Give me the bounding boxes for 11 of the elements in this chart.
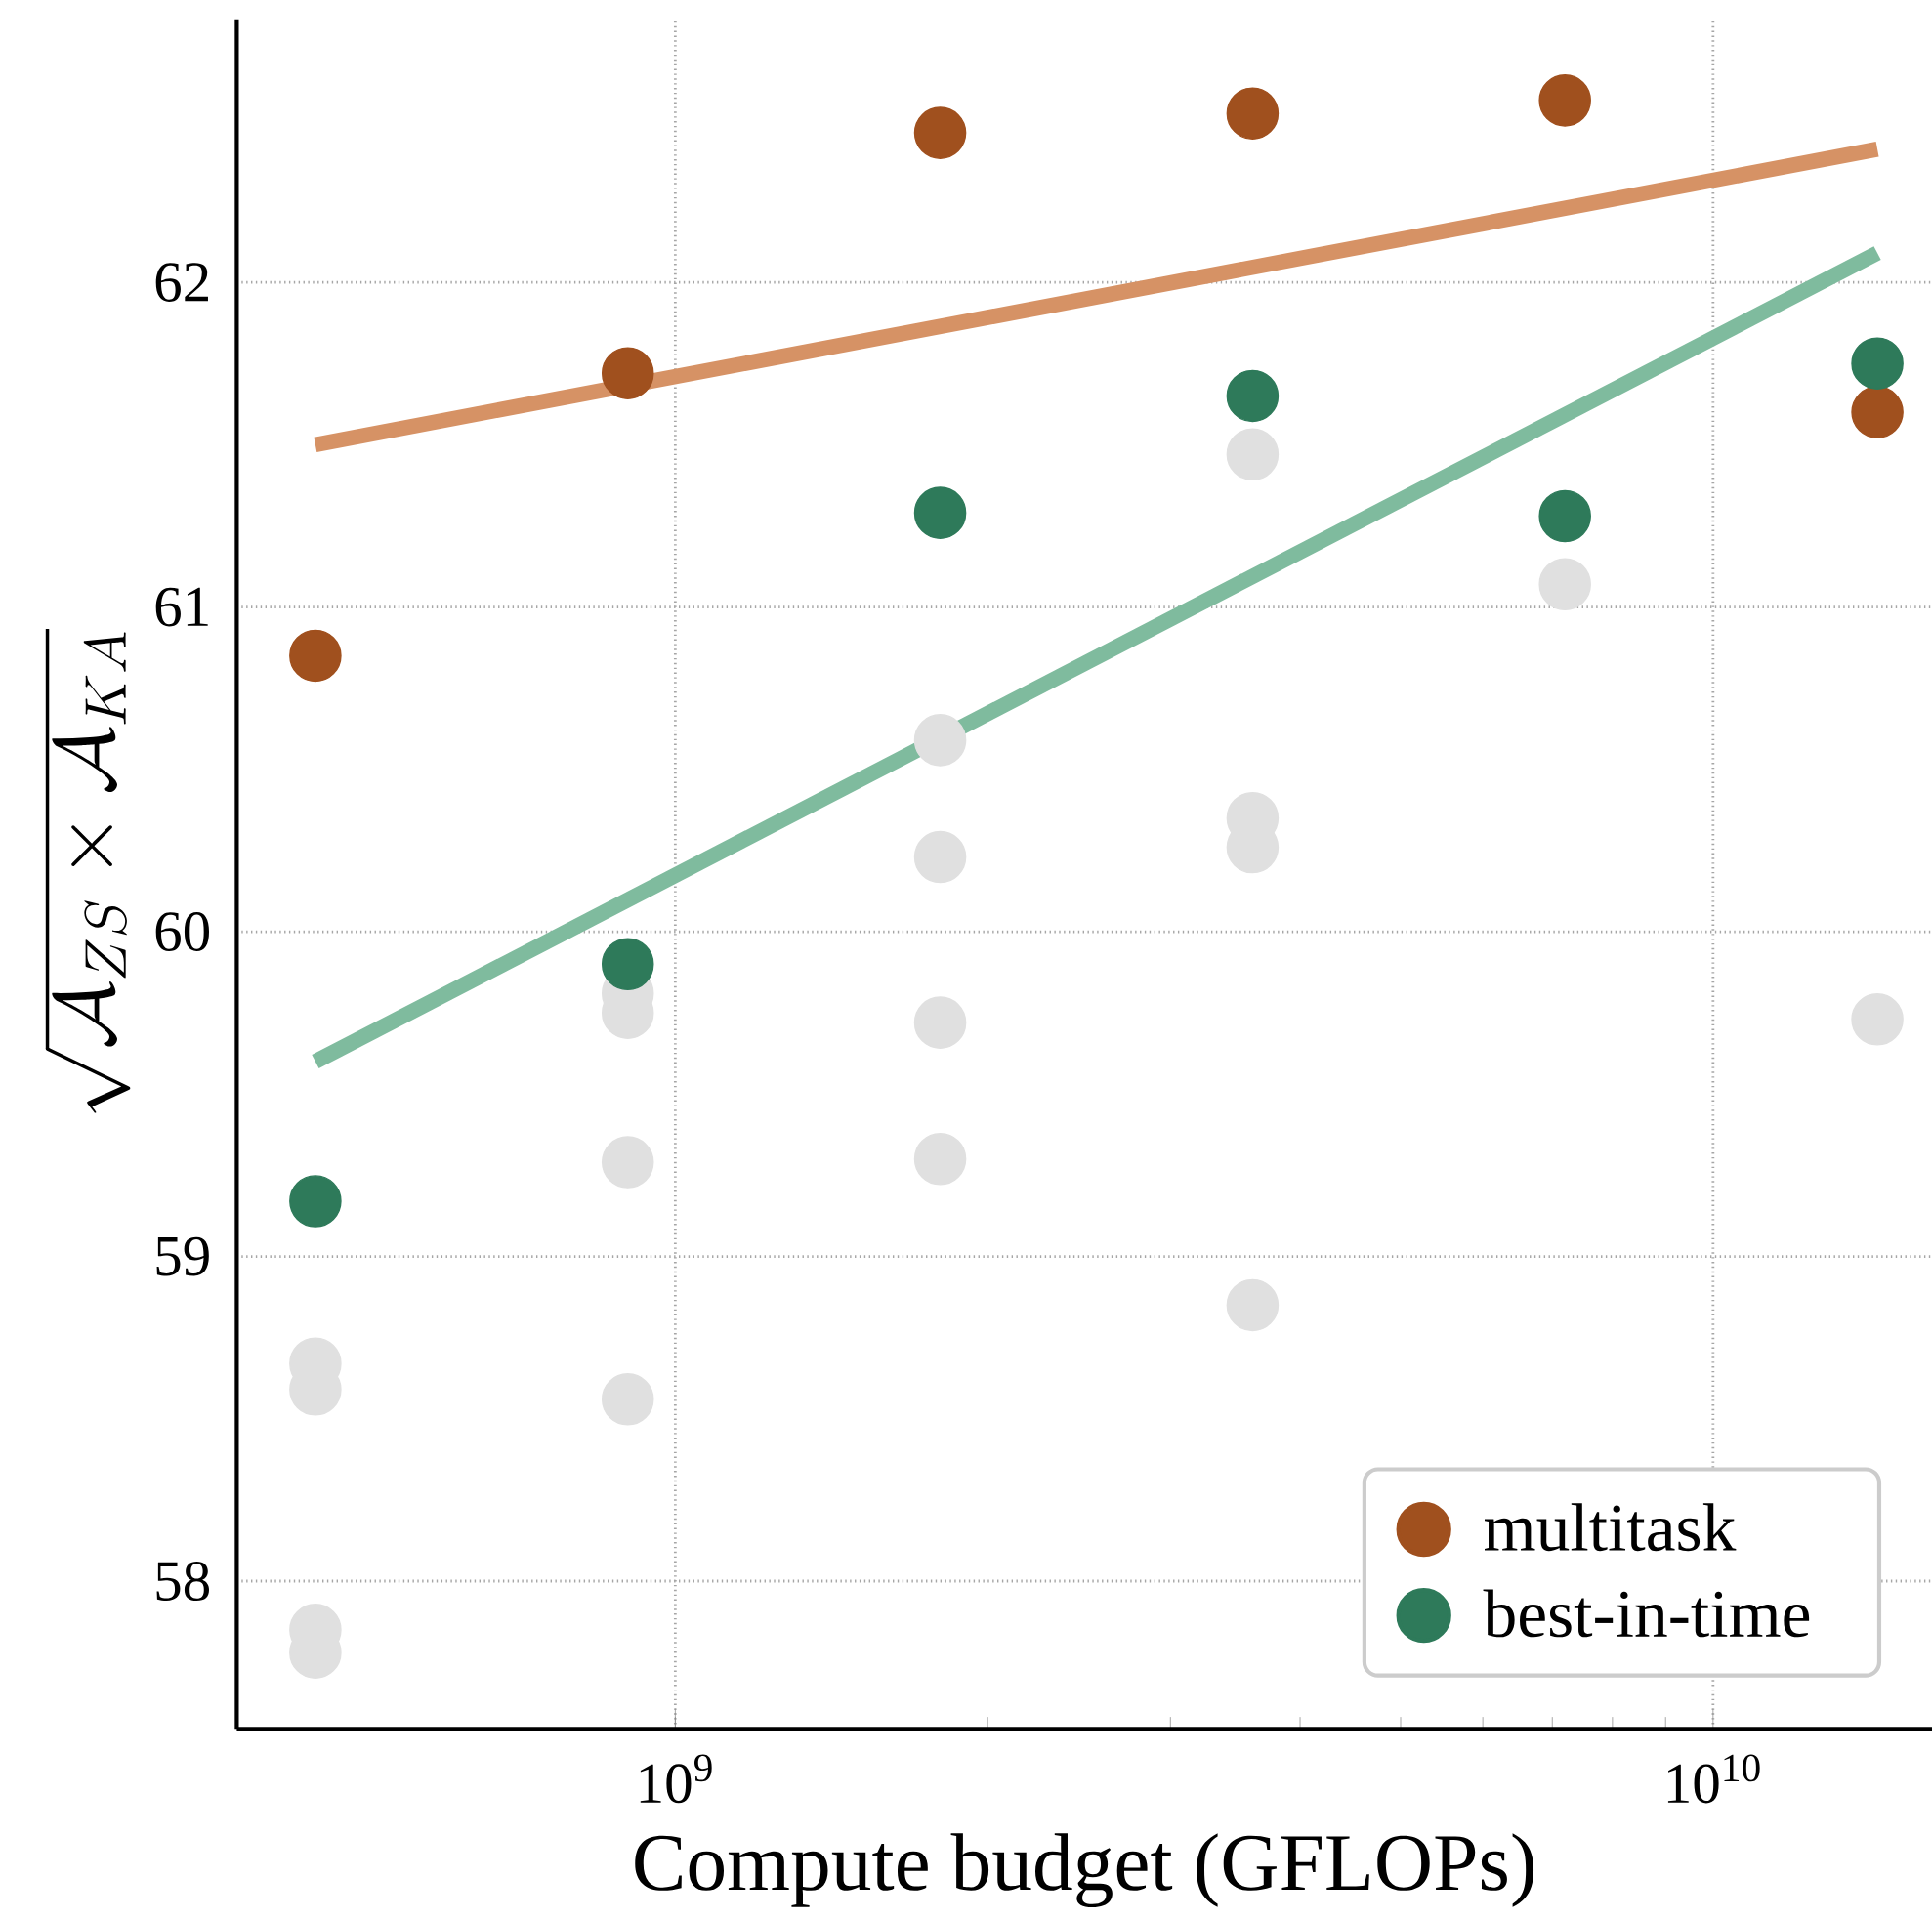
legend-label: best-in-time [1483,1589,1810,1638]
y-tick-label: 58 [156,1562,209,1601]
y-tick-label: 62 [155,263,208,302]
y-axis-title: $\sqrt{\mathcal{A}_{ZS} \times \mathcal{A}_{KA}}$ [45,628,131,1113]
y-tick-label: 59 [156,1236,209,1276]
legend-label: multitask [1485,1503,1737,1552]
x-tick-label: 10$^{9}$ [640,1754,712,1804]
y-tick-label: 60 [155,912,209,951]
x-axis-title: Compute budget (GFLOPs) [635,1833,1534,1907]
y-tick-label: 61 [155,587,208,627]
x-tick-label: 10$^{10}$ [1667,1754,1760,1804]
